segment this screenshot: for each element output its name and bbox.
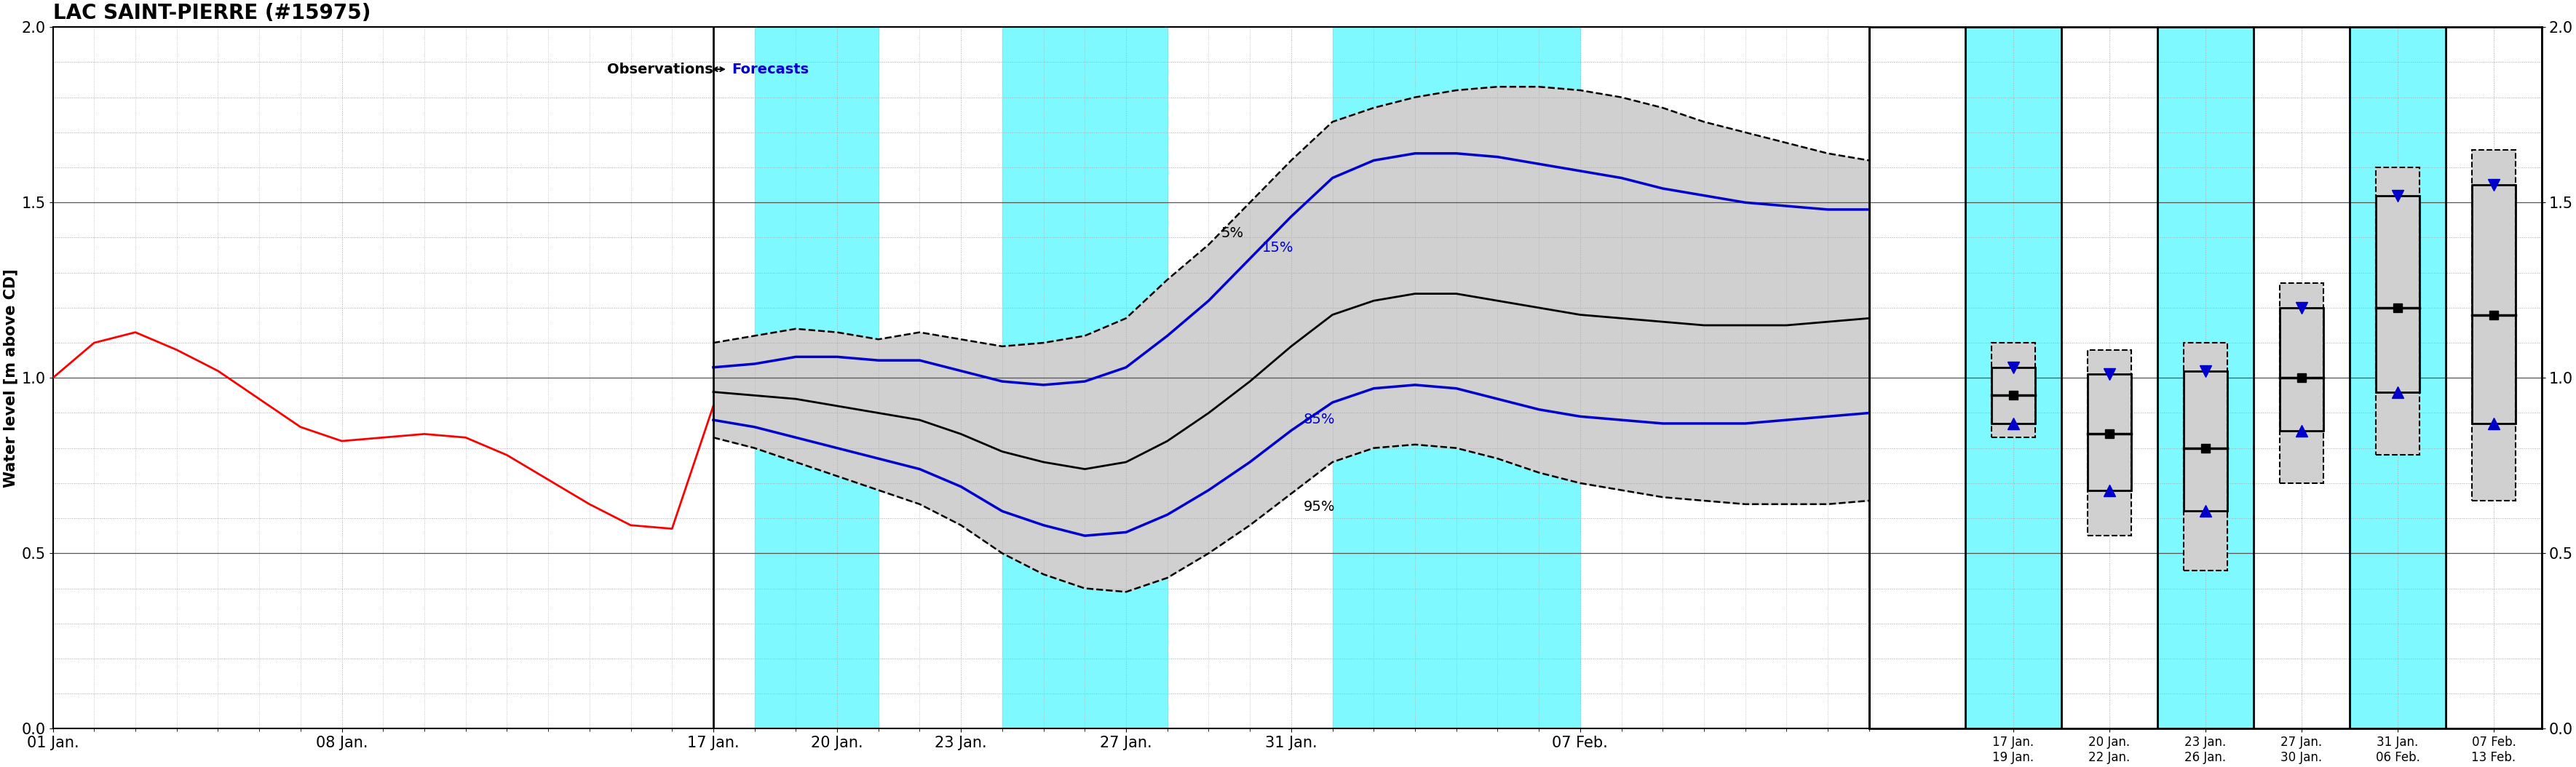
Bar: [2473, 150, 2514, 501]
Bar: [2280, 283, 2324, 483]
Text: 15%: 15%: [1262, 241, 1293, 255]
Bar: [1991, 343, 2035, 437]
Bar: [2184, 343, 2228, 571]
Bar: [2473, 150, 2514, 501]
Bar: [2087, 350, 2130, 535]
Text: Observations: Observations: [608, 62, 714, 76]
Bar: [2087, 350, 2130, 535]
Bar: [2349, 27, 2445, 729]
Bar: [755, 27, 878, 729]
Bar: [2375, 167, 2419, 455]
Bar: [2087, 374, 2130, 490]
Bar: [1332, 27, 1579, 729]
Bar: [2280, 283, 2324, 483]
Bar: [2280, 308, 2324, 430]
Bar: [1991, 367, 2035, 423]
Bar: [2184, 371, 2228, 511]
Bar: [2473, 185, 2514, 423]
Y-axis label: Water level [m above CD]: Water level [m above CD]: [3, 268, 18, 487]
Text: 85%: 85%: [1303, 413, 1334, 426]
Text: 5%: 5%: [1221, 227, 1244, 241]
Text: LAC SAINT-PIERRE (#15975): LAC SAINT-PIERRE (#15975): [54, 3, 371, 24]
Bar: [2375, 167, 2419, 455]
Bar: [2184, 343, 2228, 571]
Bar: [1002, 27, 1167, 729]
Bar: [2375, 196, 2419, 392]
Bar: [1965, 27, 2061, 729]
Bar: [2156, 27, 2254, 729]
Text: Forecasts: Forecasts: [732, 62, 809, 76]
Text: 95%: 95%: [1303, 500, 1334, 514]
Bar: [1991, 343, 2035, 437]
